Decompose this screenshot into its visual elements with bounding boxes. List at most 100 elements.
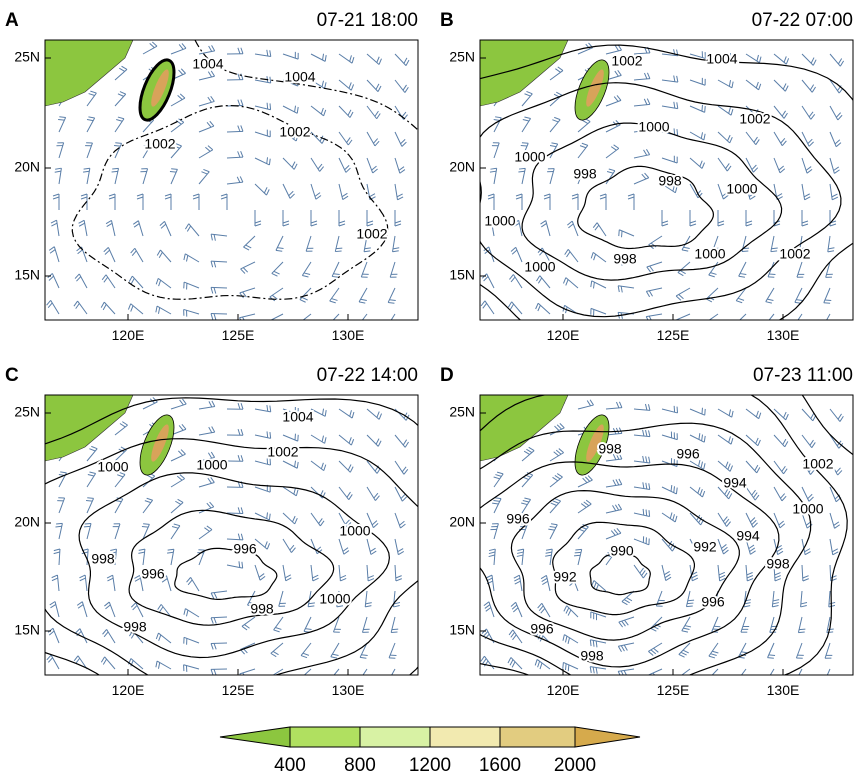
contour-label: 1000 <box>319 591 350 607</box>
wind-barb-flag <box>115 143 121 144</box>
contour-label: 998 <box>123 619 147 635</box>
lon-label: 130E <box>332 682 365 698</box>
wind-barb-flag <box>272 676 277 680</box>
contour-label: 998 <box>573 166 597 182</box>
wind-barb-flag <box>301 678 307 681</box>
contour-label: 998 <box>598 441 622 457</box>
wind-barb-flag <box>702 105 703 111</box>
wind-barb-flag <box>575 552 581 553</box>
panel-time: 07-21 18:00 <box>317 10 418 31</box>
colorbar-label: 1600 <box>479 755 521 774</box>
wind-barb-flag <box>738 679 744 681</box>
contour-label: 994 <box>723 475 747 491</box>
lon-label: 125E <box>657 682 690 698</box>
wind-barb-flag <box>643 509 644 515</box>
wind-barb-flag <box>714 626 720 627</box>
lat-label: 25N <box>14 404 40 420</box>
contour-label: 1002 <box>739 111 770 127</box>
wind-barb-flag <box>301 322 306 326</box>
panel-letter: C <box>5 365 19 386</box>
wind-barb-flag <box>56 523 62 524</box>
contour-label: 1004 <box>706 51 737 67</box>
wind-barb-flag <box>798 632 804 633</box>
contour-label: 996 <box>141 566 165 582</box>
wind-barb-flag <box>143 524 149 525</box>
contour-label: 998 <box>658 173 682 189</box>
colorbar-label: 2000 <box>554 755 596 774</box>
colorbar-min-arrow <box>220 727 290 747</box>
wind-barb-flag <box>563 662 564 668</box>
contour-label: 1002 <box>144 136 175 152</box>
wind-barb-flag <box>55 526 61 527</box>
wind-barb-flag <box>705 106 706 112</box>
wind-barb-flag <box>766 324 772 326</box>
lon-label: 120E <box>112 682 145 698</box>
lon-label: 125E <box>657 327 690 343</box>
wind-barb-flag <box>142 527 148 528</box>
panel-time: 07-22 07:00 <box>752 10 853 31</box>
wind-barb-flag <box>330 323 336 326</box>
wind-barb-flag <box>386 328 392 330</box>
lat-label: 15N <box>449 622 475 638</box>
contour-label: 1004 <box>282 409 313 425</box>
contour-label: 994 <box>736 528 760 544</box>
wind-barb-flag <box>86 501 92 502</box>
lat-label: 20N <box>14 514 40 530</box>
wind-barb-flag <box>707 681 713 684</box>
colorbar-box <box>290 727 360 747</box>
wind-barb-flag <box>737 323 743 326</box>
contour-label: 996 <box>701 594 725 610</box>
lon-label: 130E <box>767 682 800 698</box>
contour-label: 996 <box>506 511 530 527</box>
wind-barb-flag <box>575 549 581 550</box>
contour-label: 998 <box>613 251 637 267</box>
contour-label: 1000 <box>339 523 370 539</box>
lon-label: 120E <box>112 327 145 343</box>
wind-barb-flag <box>768 658 774 659</box>
wind-barb-flag <box>391 632 397 633</box>
wind-barb-flag <box>271 320 276 324</box>
contour-label: 996 <box>676 446 700 462</box>
contour-label: 992 <box>553 569 577 585</box>
contour-label: 1000 <box>97 459 128 475</box>
wind-barb-flag <box>58 120 64 121</box>
wind-barb-flag <box>822 328 828 329</box>
contour-label: 1002 <box>267 444 298 460</box>
colorbar-box <box>430 727 500 747</box>
lon-label: 130E <box>767 327 800 343</box>
wind-barb-flag <box>705 323 710 327</box>
wind-barb-flag <box>392 629 398 630</box>
wind-barb-flag <box>114 146 120 147</box>
panel-letter: A <box>5 10 19 31</box>
wind-barb-flag <box>568 665 569 671</box>
contour-label: 1002 <box>779 246 810 262</box>
contour-label: 1002 <box>802 456 833 472</box>
wind-barb <box>211 287 227 288</box>
contour-label: 1004 <box>192 56 223 72</box>
contour-label: 996 <box>530 621 554 637</box>
colorbar-box <box>360 727 430 747</box>
wind-barb-flag <box>269 321 274 325</box>
wind-barb-flag <box>566 664 567 670</box>
wind-barb-flag <box>825 681 831 682</box>
contour-label: 998 <box>250 601 274 617</box>
wind-barb <box>227 513 243 514</box>
wind-barb-flag <box>270 103 271 109</box>
contour-label: 1000 <box>196 457 227 473</box>
wind-barb-flag <box>675 320 679 325</box>
wind-barb-flag <box>267 431 268 437</box>
contour-label: 990 <box>610 543 634 559</box>
wind-barb-flag <box>680 677 685 681</box>
panel-time: 07-23 11:00 <box>753 365 853 386</box>
wind-barb-flag <box>270 432 271 438</box>
wind-barb-flag <box>647 676 651 681</box>
lon-label: 130E <box>332 327 365 343</box>
wind-barb-flag <box>170 172 176 173</box>
wind-barb-flag <box>687 603 693 604</box>
contour-label: 1000 <box>514 149 545 165</box>
wind-barb-flag <box>331 679 337 681</box>
lat-label: 20N <box>449 159 475 175</box>
